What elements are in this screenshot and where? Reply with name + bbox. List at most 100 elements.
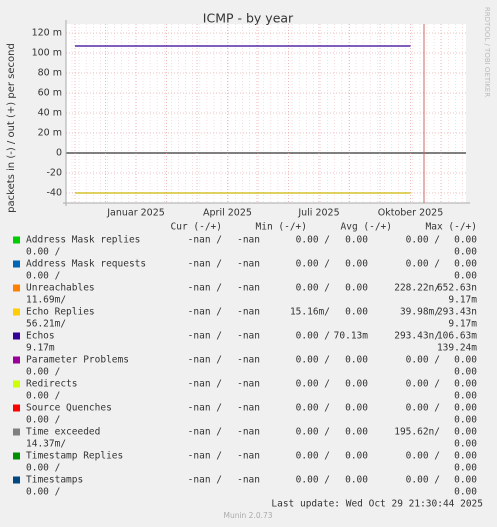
table-cell: 39.98m/ bbox=[400, 307, 440, 318]
table-cell: 228.22n/ bbox=[394, 283, 440, 294]
table-cell: 0.00 / bbox=[296, 403, 330, 414]
table-cell: 0.00 bbox=[454, 487, 477, 498]
table-cell: 0.00 / bbox=[296, 379, 330, 390]
table-cell: -nan / bbox=[188, 427, 222, 438]
table-cell: 0.00 bbox=[454, 379, 477, 390]
table-cell: 0.00 bbox=[345, 475, 368, 486]
table-cell: 9.17m bbox=[26, 343, 55, 354]
table-cell: 139.24m bbox=[437, 343, 477, 354]
table-cell: 293.43n/ bbox=[394, 331, 440, 342]
table-cell: 9.17m bbox=[448, 295, 477, 306]
table-cell: 14.37m/ bbox=[26, 439, 66, 450]
table-cell: 0.00 bbox=[454, 271, 477, 282]
table-cell: 0.00 bbox=[454, 355, 477, 366]
legend-name: Parameter Problems bbox=[26, 355, 129, 366]
legend-name: Address Mask replies bbox=[26, 235, 140, 246]
table-cell: 0.00 bbox=[454, 235, 477, 246]
table-cell: 0.00 / bbox=[406, 235, 440, 246]
table-cell: -nan / bbox=[188, 331, 222, 342]
table-cell: 0.00 bbox=[345, 379, 368, 390]
table-cell: -nan bbox=[237, 451, 260, 462]
table-cell: 0.00 / bbox=[296, 475, 330, 486]
table-cell: 70.13m bbox=[334, 331, 369, 342]
y-tick-label: 80 m bbox=[38, 68, 62, 79]
table-cell: 0.00 / bbox=[406, 403, 440, 414]
y-axis-label: packets in (-) / out (+) per second bbox=[6, 43, 17, 213]
table-cell: 0.00 / bbox=[26, 271, 60, 282]
table-cell: 0.00 / bbox=[406, 451, 440, 462]
table-cell: 0.00 bbox=[345, 403, 368, 414]
table-cell: 0.00 bbox=[454, 475, 477, 486]
table-cell: 0.00 bbox=[345, 235, 368, 246]
table-cell: -nan / bbox=[188, 379, 222, 390]
table-cell: 11.69m/ bbox=[26, 295, 66, 306]
table-cell: 0.00 bbox=[454, 391, 477, 402]
y-tick-label: 60 m bbox=[38, 88, 62, 99]
legend-swatch bbox=[13, 404, 20, 412]
table-cell: -nan bbox=[237, 427, 260, 438]
table-cell: 0.00 / bbox=[406, 259, 440, 270]
table-cell: 0.00 / bbox=[296, 331, 330, 342]
legend-name: Echos bbox=[26, 331, 55, 342]
legend-name: Address Mask requests bbox=[26, 259, 146, 270]
legend-swatch bbox=[13, 476, 20, 484]
legend-swatch bbox=[13, 260, 20, 268]
legend-name: Source Quenches bbox=[26, 403, 112, 414]
y-tick-label: -40 bbox=[46, 188, 62, 199]
table-cell: 0.00 / bbox=[406, 355, 440, 366]
table-cell: -nan / bbox=[188, 307, 222, 318]
table-cell: -nan bbox=[237, 355, 260, 366]
legend-name: Timestamp Replies bbox=[26, 451, 123, 462]
legend-swatch bbox=[13, 332, 20, 340]
table-cell: 0.00 bbox=[454, 463, 477, 474]
legend-swatch bbox=[13, 452, 20, 460]
table-cell: 0.00 bbox=[454, 439, 477, 450]
legend-name: Redirects bbox=[26, 379, 77, 390]
table-header: Avg (-/+) bbox=[341, 222, 392, 233]
table-cell: -nan / bbox=[188, 403, 222, 414]
table-cell: 0.00 bbox=[454, 367, 477, 378]
legend-name: Unreachables bbox=[26, 283, 95, 294]
table-header: Cur (-/+) bbox=[171, 222, 222, 233]
table-cell: -nan bbox=[237, 283, 260, 294]
table-cell: 0.00 / bbox=[26, 463, 60, 474]
table-cell: 0.00 / bbox=[296, 427, 330, 438]
table-cell: -nan bbox=[237, 331, 260, 342]
table-cell: -nan bbox=[237, 403, 260, 414]
table-cell: 0.00 / bbox=[296, 259, 330, 270]
table-header: Max (-/+) bbox=[426, 222, 477, 233]
legend-swatch bbox=[13, 236, 20, 244]
table-cell: 0.00 / bbox=[26, 367, 60, 378]
table-cell: -nan bbox=[237, 475, 260, 486]
y-tick-label: 100 m bbox=[32, 48, 62, 59]
table-cell: -nan bbox=[237, 235, 260, 246]
table-cell: -nan bbox=[237, 259, 260, 270]
legend-swatch bbox=[13, 284, 20, 292]
legend-name: Time exceeded bbox=[26, 427, 100, 438]
plot-area bbox=[66, 24, 466, 203]
table-cell: 0.00 bbox=[345, 259, 368, 270]
table-header: Min (-/+) bbox=[256, 222, 307, 233]
table-cell: 0.00 bbox=[454, 259, 477, 270]
table-cell: 0.00 bbox=[454, 403, 477, 414]
table-cell: -nan / bbox=[188, 451, 222, 462]
x-tick-label: Juli 2025 bbox=[297, 208, 339, 219]
table-cell: 0.00 / bbox=[26, 391, 60, 402]
table-cell: 0.00 bbox=[345, 451, 368, 462]
legend-swatch bbox=[13, 356, 20, 364]
table-cell: 0.00 bbox=[345, 427, 368, 438]
footer: Munin 2.0.73 bbox=[223, 511, 272, 520]
table-cell: 195.62n/ bbox=[394, 427, 440, 438]
table-cell: 56.21m/ bbox=[26, 319, 66, 330]
table-cell: 0.00 / bbox=[406, 475, 440, 486]
table-cell: 0.00 bbox=[454, 247, 477, 258]
table-cell: 15.16m/ bbox=[290, 307, 330, 318]
table-cell: 106.63m bbox=[437, 331, 477, 342]
table-cell: 0.00 / bbox=[296, 235, 330, 246]
table-cell: 0.00 bbox=[345, 307, 368, 318]
table-cell: 0.00 / bbox=[26, 247, 60, 258]
x-tick-label: Januar 2025 bbox=[106, 208, 165, 219]
table-cell: -nan / bbox=[188, 235, 222, 246]
